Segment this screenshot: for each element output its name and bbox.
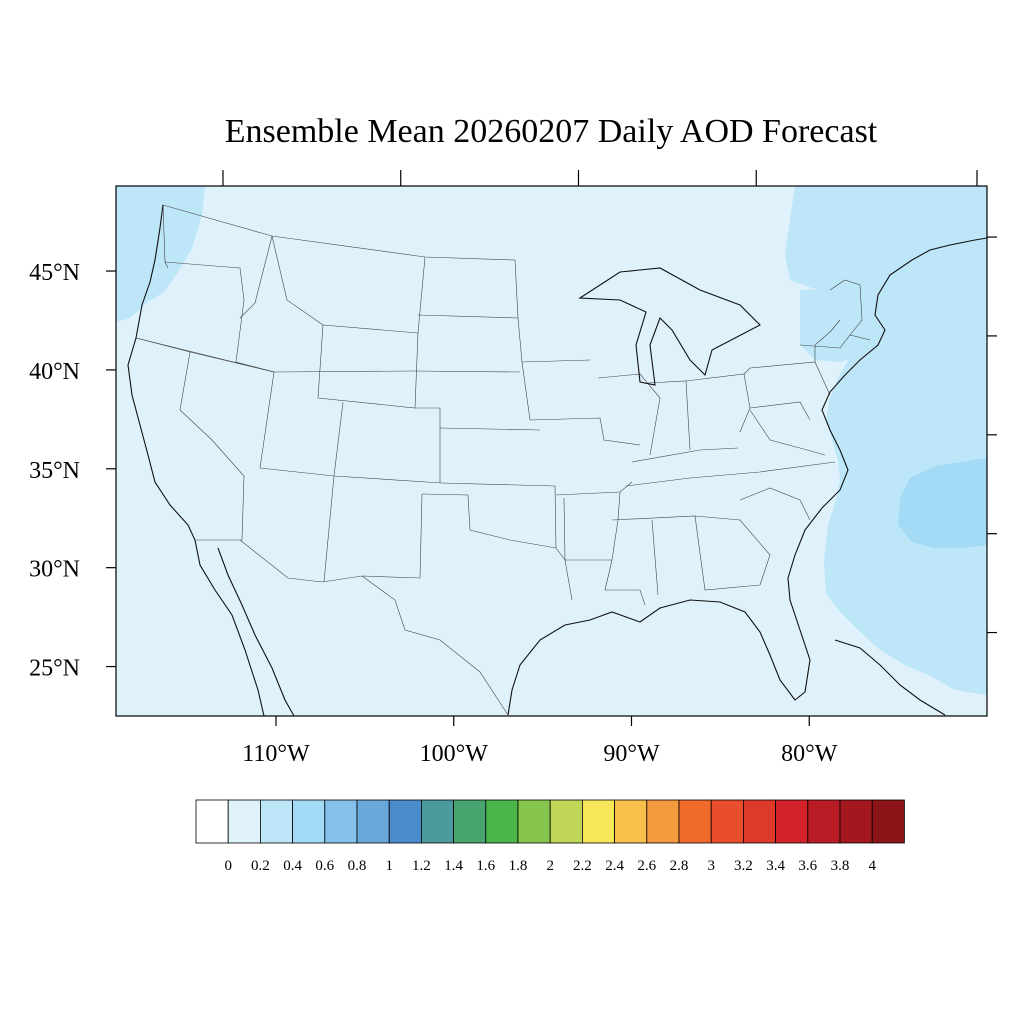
map-frame (115, 185, 988, 717)
lon-tick-label: 90°W (603, 741, 660, 767)
aod-colorbar: 0 0.2 0.4 0.6 0.8 1 1.2 1.4 1.6 1.8 2 2.2 2.4 2.6 2.8 3… (195, 799, 905, 874)
colorbar-label: 0.2 (251, 858, 270, 874)
colorbar-swatch (839, 799, 873, 844)
lat-tick-label: 30°N (29, 557, 80, 583)
state-boundaries (135, 204, 871, 716)
aod-contours (116, 186, 987, 695)
lat-tick-label: 25°N (29, 656, 80, 682)
pacific-coastline (127, 204, 265, 716)
colorbar-swatch (356, 799, 390, 844)
colorbar-swatch (743, 799, 777, 844)
colorbar-swatch (292, 799, 326, 844)
colorbar-swatch (517, 799, 551, 844)
latitude-axis: 45°N 40°N 35°N 30°N 25°N (29, 236, 997, 682)
colorbar-label: 3.2 (734, 858, 753, 874)
colorbar-label: 3 (707, 858, 715, 874)
baja-coastline (217, 547, 295, 716)
colorbar-label: 3.8 (831, 858, 850, 874)
map-plot-area (115, 185, 988, 717)
gulf-coastline (507, 577, 811, 716)
caribbean-islands (834, 639, 946, 716)
colorbar-swatch (388, 799, 422, 844)
aod-contour-pacific-northwest (116, 186, 205, 322)
colorbar-swatch (775, 799, 809, 844)
colorbar-label: 4 (868, 858, 876, 874)
colorbar-swatch (324, 799, 358, 844)
colorbar-swatch (420, 799, 454, 844)
colorbar-swatch (582, 799, 616, 844)
colorbar-label: 3.4 (766, 858, 785, 874)
aod-contour-atlantic-high (898, 458, 987, 548)
colorbar-label: 0 (224, 858, 232, 874)
colorbar-swatch (485, 799, 519, 844)
colorbar-swatch (614, 799, 648, 844)
colorbar-swatch (259, 799, 293, 844)
aod-contour-atlantic (785, 186, 987, 695)
coastlines (127, 204, 987, 716)
atlantic-coastline (787, 237, 987, 579)
colorbar-label: 0.6 (315, 858, 334, 874)
aod-contour-northeast (800, 288, 876, 362)
colorbar-label: 2.8 (670, 858, 689, 874)
colorbar-label: 0.4 (283, 858, 302, 874)
colorbar-label: 1.4 (444, 858, 463, 874)
lon-tick-label: 80°W (781, 741, 838, 767)
colorbar-swatch (195, 799, 229, 844)
colorbar-swatch (710, 799, 744, 844)
colorbar-label: 1.8 (509, 858, 528, 874)
lon-tick-label: 110°W (242, 741, 310, 767)
great-lakes (578, 267, 761, 386)
colorbar-label: 1 (385, 858, 393, 874)
colorbar-swatch (646, 799, 680, 844)
colorbar-swatch (871, 799, 905, 844)
lat-tick-label: 45°N (29, 260, 80, 286)
longitude-axis: 110°W 100°W 90°W 80°W (222, 170, 978, 767)
lon-tick-label: 100°W (420, 741, 489, 767)
colorbar-label: 1.6 (476, 858, 495, 874)
colorbar-label: 0.8 (348, 858, 367, 874)
colorbar-swatch (807, 799, 841, 844)
lat-tick-label: 40°N (29, 359, 80, 385)
lat-tick-label: 35°N (29, 458, 80, 484)
colorbar-label: 2.6 (637, 858, 656, 874)
colorbar-label: 2.4 (605, 858, 624, 874)
colorbar-swatch (678, 799, 712, 844)
colorbar-swatch (453, 799, 487, 844)
map-title: Ensemble Mean 20260207 Daily AOD Forecas… (225, 113, 878, 150)
colorbar-label: 2.2 (573, 858, 592, 874)
colorbar-label: 3.6 (798, 858, 817, 874)
colorbar-label: 1.2 (412, 858, 431, 874)
colorbar-swatch (227, 799, 261, 844)
colorbar-swatch (549, 799, 583, 844)
colorbar-label: 2 (546, 858, 554, 874)
